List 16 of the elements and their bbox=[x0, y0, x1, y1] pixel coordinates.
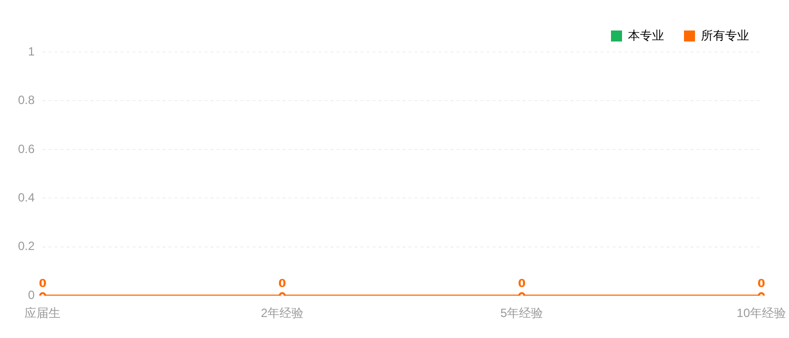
x-tick-label: 2年经验 bbox=[260, 306, 304, 320]
y-tick-label: 0.8 bbox=[18, 93, 35, 108]
y-tick-label: 0.2 bbox=[18, 239, 35, 254]
legend-label: 本专业 bbox=[628, 28, 664, 42]
data-label: 0 bbox=[38, 276, 47, 290]
y-tick-label: 0.6 bbox=[18, 142, 35, 156]
data-label: 0 bbox=[278, 276, 286, 290]
y-tick-label: 0 bbox=[28, 288, 35, 302]
y-tick-label: 0.4 bbox=[18, 190, 35, 204]
x-tick-label: 10年经验 bbox=[736, 306, 786, 320]
y-tick-label: 1 bbox=[28, 44, 35, 58]
x-tick-label: 应届生 bbox=[24, 306, 61, 320]
legend-label: 所有专业 bbox=[701, 28, 749, 42]
data-label: 0 bbox=[518, 276, 526, 290]
data-label: 0 bbox=[758, 276, 766, 290]
x-tick-label: 5年经验 bbox=[500, 306, 544, 320]
